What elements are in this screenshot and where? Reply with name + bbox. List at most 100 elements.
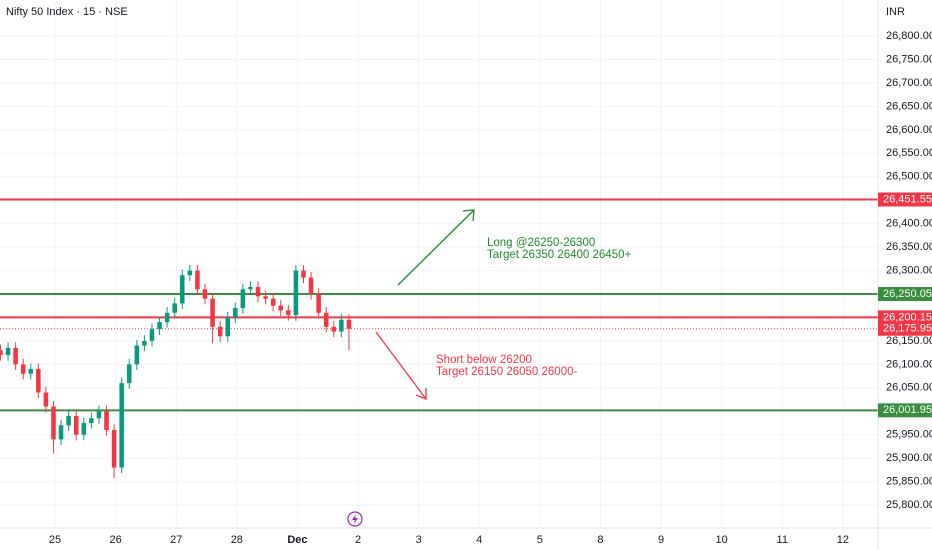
level-price-box [878,403,932,418]
levels [0,198,878,412]
candle-body [96,411,102,419]
y-tick-label: 26,300.00 [886,264,932,276]
level-price-box [878,286,932,301]
candle-body [111,429,117,468]
candle-body [119,383,124,468]
x-tick-label: 4 [476,534,482,546]
y-tick-label: 26,800.00 [886,30,932,42]
candle-body [66,415,71,426]
candle-body [240,289,246,309]
long-arrow [397,209,475,286]
candle-body [248,286,253,290]
candle-body [36,369,41,393]
candle-body [58,425,64,440]
candle-body [134,345,140,365]
candle-body [164,312,170,323]
candle-body [142,340,147,346]
candle-body [195,270,200,290]
x-tick-label: 8 [597,534,603,546]
candle-body [293,270,299,316]
candle-body [210,298,215,327]
candle-body [73,415,79,435]
candle-body [51,406,56,440]
candle-body [89,418,94,423]
candle-body [255,286,261,297]
replay-icon [347,511,363,527]
currency: INR [886,6,905,18]
y-tick-label: 26,700.00 [886,77,932,89]
candle-body [233,308,238,318]
y-tick-label: 26,350.00 [886,241,932,253]
annotation-text: Target 26150 26050 26000- [436,366,577,378]
candle-body [225,317,230,337]
chart-title: Nifty 50 Index · 15 · NSE [6,6,128,18]
candle-body [202,289,208,299]
level-price-label: 26,451.55 [883,193,932,205]
level-price-box [878,192,932,207]
candle-body [217,326,223,337]
y-tick-label: 25,900.00 [886,452,932,464]
candle-body [20,364,26,374]
level-price-label: 26,250.05 [883,288,932,300]
candle-body [278,305,284,311]
candle-body [286,310,291,316]
x-tick-label: 3 [416,534,422,546]
candle-body [323,312,329,327]
candle-body [263,296,268,299]
x-tick-label: 25 [49,534,61,546]
x-tick-label: 11 [777,534,788,546]
candle-body [43,392,49,407]
last-price-label: 26,175.95 [883,323,932,335]
y-tick-label: 25,850.00 [886,475,932,487]
x-tick-label: 28 [231,534,243,546]
annotation-text: Long @26250-26300 [487,237,595,249]
candle-body [0,350,3,355]
candle-body [346,319,352,329]
level-price-label: 26,200.15 [883,311,932,323]
short-arrow [375,331,427,400]
x-tick-label: 9 [658,534,664,546]
last-price-box [878,321,932,336]
candle-body [149,329,155,341]
candles [0,264,352,478]
level-price-box [878,310,932,325]
y-tick-label: 26,100.00 [886,358,932,370]
x-tick-label: 27 [170,534,182,546]
candle-body [13,347,18,365]
level-price-label: 26,001.95 [883,404,932,416]
x-tick-label: Dec [287,534,307,546]
candle-body [157,322,162,330]
candle-body [331,326,337,332]
candle-body [187,270,193,276]
y-tick-label: 26,600.00 [886,124,932,136]
annotation-text: Short below 26200 [436,354,532,366]
y-tick-label: 26,050.00 [886,382,932,394]
x-tick-label: 26 [109,534,121,546]
x-tick-label: 2 [355,534,361,546]
candle-body [81,422,87,435]
candle-body [104,411,109,430]
candle-body [28,369,34,374]
candle-body [339,319,344,332]
y-tick-label: 26,500.00 [886,171,932,183]
candle-body [5,347,11,355]
candle-body [308,277,314,295]
candle-body [270,298,276,306]
candle-body [179,275,185,304]
y-tick-label: 26,150.00 [886,335,932,347]
x-tick-label: 5 [537,534,543,546]
candle-body [316,294,321,313]
x-tick-label: 10 [716,534,728,546]
annotation-text: Target 26350 26400 26450+ [487,249,631,261]
candle-body [301,270,306,278]
y-tick-label: 26,550.00 [886,147,932,159]
y-tick-label: 26,400.00 [886,218,932,230]
x-tick-label: 12 [837,534,849,546]
grid [0,0,878,528]
y-tick-label: 25,950.00 [886,429,932,441]
candle-body [172,303,177,313]
y-tick-label: 26,750.00 [886,53,932,65]
y-tick-label: 25,800.00 [886,499,932,511]
candle-body [126,364,132,384]
